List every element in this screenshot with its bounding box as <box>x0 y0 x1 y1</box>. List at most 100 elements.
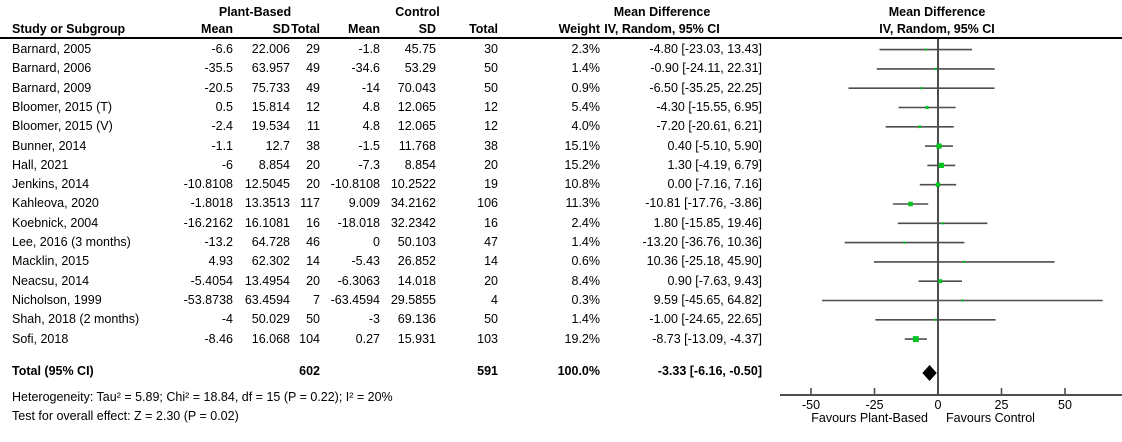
table-row: Shah, 2018 (2 months) -4 50.029 50 -3 69.136 5… <box>0 310 770 329</box>
header-divider-line <box>0 37 1122 39</box>
plant-mean-cell: -6 <box>221 157 233 172</box>
table-row: Koebnick, 2004 -16.2162 16.1081 16 -18.018 32… <box>0 214 770 233</box>
favours-right-label: Favours Control <box>946 411 1035 425</box>
control-sd-cell: 45.75 <box>404 42 436 56</box>
table-row: Sofi, 2018 -8.46 16.068 104 0.27 15.931 103 19.… <box>0 330 770 349</box>
mean-marker <box>935 182 941 187</box>
control-mean-cell: -3 <box>368 312 380 327</box>
weight-cell: 0.9% <box>571 80 601 95</box>
control-mean-cell: -10.8108 <box>330 177 380 192</box>
study-label: Bloomer, 2015 (V) <box>12 119 113 134</box>
control-total-cell: 12 <box>484 99 498 114</box>
mean-marker <box>918 125 922 129</box>
study-label: Neacsu, 2014 <box>12 273 90 288</box>
plant-total-cell: 14 <box>306 254 320 269</box>
table-row: Barnard, 2006 -35.5 63.957 49 -34.6 53.29 50 1.… <box>0 59 770 78</box>
table-row: Barnard, 2009 -20.5 75.733 49 -14 70.043 50 0.9… <box>0 79 770 98</box>
table-row: Bloomer, 2015 (T) 0.5 15.814 12 4.8 12.065 12 5… <box>0 98 770 117</box>
plant-total-cell: 16 <box>306 215 320 230</box>
study-label: Shah, 2018 (2 months) <box>12 312 140 327</box>
plant-total-cell: 11 <box>307 119 320 134</box>
control-mean-cell: -1.8 <box>358 42 380 56</box>
plant-sd-cell: 75.733 <box>251 80 290 95</box>
plant-total-cell: 12 <box>306 99 320 114</box>
mean-marker <box>912 336 919 343</box>
mean-marker <box>934 318 937 321</box>
ci-text-cell: 9.59 [-45.65, 64.82] <box>653 292 762 307</box>
table-row: Bunner, 2014 -1.1 12.7 38 -1.5 11.768 38 15.1% 0… <box>0 137 770 156</box>
plot-ci-column-header: IV, Random, 95% CI <box>879 22 995 36</box>
control-sd-cell: 15.931 <box>397 331 436 346</box>
plant-sd-cell: 13.3513 <box>244 196 290 211</box>
weight-cell: 8.4% <box>571 273 601 288</box>
control-mean-cell: 9.009 <box>348 196 380 211</box>
weight-cell: 15.1% <box>564 138 600 153</box>
control-total-cell: 103 <box>477 331 498 346</box>
plant-total-cell: 104 <box>299 331 320 346</box>
axis-tick-label: 0 <box>935 398 942 412</box>
mean-marker <box>941 222 944 225</box>
study-label: Koebnick, 2004 <box>12 215 99 230</box>
weight-cell: 5.4% <box>571 99 601 114</box>
total-ci-text: -3.33 [-6.16, -0.50] <box>657 364 762 378</box>
study-label: Hall, 2021 <box>12 157 69 172</box>
control-mean-cell: -7.3 <box>358 157 380 172</box>
control-total-cell: 106 <box>477 196 498 211</box>
plant-total-cell: 117 <box>300 196 320 211</box>
control-mean-cell: 4.8 <box>362 119 380 134</box>
plant-mean-cell: -53.8738 <box>183 292 233 307</box>
control-total-cell: 4 <box>491 292 498 307</box>
weight-cell: 11.3% <box>565 196 600 211</box>
weight-cell: 15.2% <box>564 157 600 172</box>
plant-sd-cell: 16.068 <box>251 331 290 346</box>
control-mean-column-header: Mean <box>348 22 380 36</box>
control-sd-cell: 70.043 <box>397 80 436 95</box>
control-total-cell: 47 <box>484 235 498 249</box>
plant-mean-column-header: Mean <box>201 22 233 36</box>
weight-cell: 1.4% <box>571 312 601 327</box>
ci-text-cell: 10.36 [-25.18, 45.90] <box>646 254 762 269</box>
plant-mean-cell: -35.5 <box>204 61 234 76</box>
ci-text-cell: -8.73 [-13.09, -4.37] <box>652 331 762 346</box>
plant-sd-cell: 50.029 <box>251 312 290 327</box>
plant-sd-column-header: SD <box>272 22 290 36</box>
plant-sd-cell: 13.4954 <box>244 273 290 288</box>
axis-tick-label: -50 <box>802 398 820 412</box>
control-mean-cell: -6.3063 <box>337 273 380 288</box>
favours-left-label: Favours Plant-Based <box>811 411 928 425</box>
total-row: Total (95% CI) 602 591 100.0% -3.33 [-6.… <box>0 362 770 381</box>
control-sd-cell: 53.29 <box>404 61 436 76</box>
plant-sd-cell: 63.4594 <box>244 292 290 307</box>
study-label: Barnard, 2005 <box>12 42 92 56</box>
plot-mean-difference-header: Mean Difference <box>888 5 986 19</box>
plant-mean-cell: -2.4 <box>211 119 233 134</box>
study-label: Kahleova, 2020 <box>12 196 99 211</box>
plant-sd-cell: 22.006 <box>251 42 290 56</box>
mean-marker <box>924 48 927 51</box>
study-label: Jenkins, 2014 <box>12 177 90 192</box>
plant-mean-cell: -10.8108 <box>183 177 233 192</box>
weight-cell: 4.0% <box>571 119 601 134</box>
table-row: Bloomer, 2015 (V) -2.4 19.534 11 4.8 12.065 12… <box>0 117 770 136</box>
plant-sd-cell: 15.814 <box>251 99 290 114</box>
study-label: Sofi, 2018 <box>12 331 69 346</box>
control-total-column-header: Total <box>469 22 498 36</box>
control-mean-cell: -5.43 <box>351 254 381 269</box>
plant-total-cell: 49 <box>306 80 320 95</box>
table-row: Barnard, 2005 -6.6 22.006 29 -1.8 45.75 30 2.3%… <box>0 40 770 59</box>
control-sd-cell: 50.103 <box>397 235 436 249</box>
study-label: Barnard, 2009 <box>12 80 92 95</box>
control-total-cell: 20 <box>484 273 498 288</box>
plant-based-group-header: Plant-Based <box>218 5 292 19</box>
mean-marker <box>963 260 966 263</box>
ci-text-cell: 0.00 [-7.16, 7.16] <box>667 177 762 192</box>
control-total-cell: 50 <box>484 61 498 76</box>
control-sd-cell: 69.136 <box>397 312 436 327</box>
ci-text-cell: -1.00 [-24.65, 22.65] <box>649 312 762 327</box>
plant-mean-cell: -20.5 <box>204 80 234 95</box>
mean-marker <box>936 143 942 149</box>
ci-text-cell: -10.81 [-17.76, -3.86] <box>645 196 762 211</box>
plant-mean-cell: 0.5 <box>215 99 233 114</box>
control-sd-cell: 11.768 <box>398 138 436 153</box>
plant-mean-cell: -5.4054 <box>190 273 233 288</box>
